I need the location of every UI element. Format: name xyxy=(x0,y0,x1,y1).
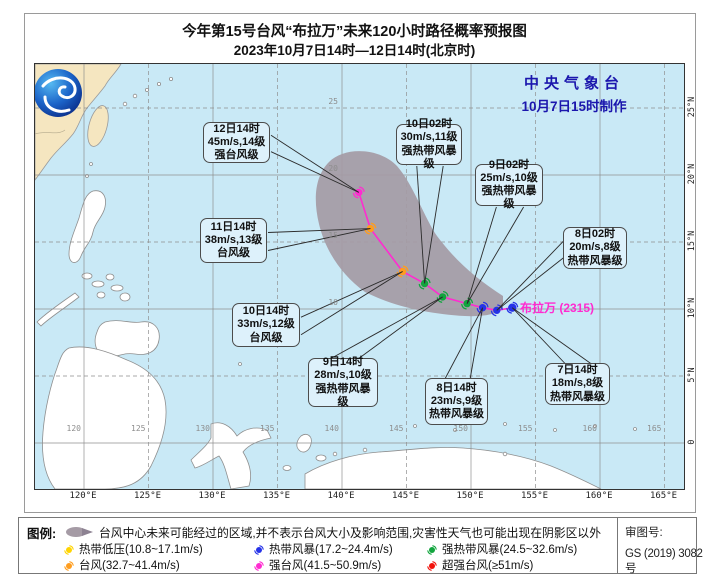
legend-item-label: 台风(32.7~41.4m/s) xyxy=(79,560,180,572)
lon-tick-label: 120°E xyxy=(69,491,97,501)
lat-tick-label: 25°N xyxy=(687,96,697,118)
lon-tick-label: 150°E xyxy=(456,491,484,501)
lat-tick-label: 5°N xyxy=(687,367,697,383)
lon-tick-label: 140°E xyxy=(327,491,355,501)
longitude-axis: 120°E 125°E 130°E 135°E 140°E 145°E 150°E 155°E… xyxy=(34,489,683,504)
legend-item-label: 热带风暴(17.2~24.4m/s) xyxy=(269,544,393,556)
lat-tick-label: 10°N xyxy=(687,297,697,319)
page-subtitle: 2023年10月7日14时—12日14时(北京时) xyxy=(233,43,476,58)
leader-line xyxy=(512,307,592,365)
forecast-map xyxy=(34,63,685,490)
typhoon-marker-icon xyxy=(64,561,74,571)
lat-tick-label: 15°N xyxy=(687,230,697,252)
land-foreign xyxy=(36,76,637,489)
legend-item: 强台风(41.5~50.9m/s) xyxy=(253,557,381,572)
legend-item: 热带低压(10.8~17.1m/s) xyxy=(63,541,203,556)
lon-tick-label: 130°E xyxy=(198,491,226,501)
leader-line xyxy=(444,307,483,380)
legend-item: 超强台风(≥51m/s) xyxy=(426,557,533,572)
leader-line xyxy=(511,307,566,365)
map-canvas xyxy=(35,64,684,489)
lat-tick-label: 0 xyxy=(687,439,697,445)
typhoon-marker-icon xyxy=(427,545,437,555)
typhoon-marker-icon xyxy=(427,561,437,571)
track-point-10日14时 xyxy=(396,265,409,278)
legend-divider xyxy=(617,518,618,573)
typhoon-marker-icon xyxy=(64,545,74,555)
lon-tick-label: 125°E xyxy=(133,491,162,501)
leader-line xyxy=(496,240,565,311)
lon-tick-label: 145°E xyxy=(391,491,420,501)
typhoon-marker-icon xyxy=(254,545,264,555)
legend-title: 图例: xyxy=(27,527,57,541)
map-review-number: 审图号: GS (2019) 3082号 xyxy=(625,524,709,576)
leader-line xyxy=(424,165,444,284)
legend-item: 强热带风暴(24.5~32.6m/s) xyxy=(426,541,577,556)
legend-item-label: 强热带风暴(24.5~32.6m/s) xyxy=(442,544,578,556)
taiwan-island xyxy=(87,105,109,147)
review-value: GS (2019) 3082号 xyxy=(625,548,703,575)
leader-line xyxy=(329,296,443,360)
leader-line xyxy=(466,206,524,304)
lon-tick-label: 155°E xyxy=(520,491,549,501)
lon-tick-label: 165°E xyxy=(649,491,678,501)
legend-item: 热带风暴(17.2~24.4m/s) xyxy=(253,541,393,556)
leader-line xyxy=(300,271,403,318)
leader-line xyxy=(466,206,497,304)
leader-line xyxy=(496,257,565,311)
page-title: 今年第15号台风“布拉万”未来120小时路径概率预报图 xyxy=(182,24,527,40)
legend-item-label: 超强台风(≥51m/s) xyxy=(442,560,534,572)
typhoon-marker-icon xyxy=(254,561,264,571)
leader-line xyxy=(357,296,443,360)
lat-tick-label: 20°N xyxy=(687,163,697,185)
lon-tick-label: 160°E xyxy=(585,491,613,501)
latitude-axis: 25°N 20°N 15°N 10°N 5°N 0 xyxy=(683,63,701,488)
leader-line xyxy=(270,151,359,193)
leader-line xyxy=(469,307,484,380)
probability-cone xyxy=(315,151,503,317)
leader-line xyxy=(267,228,371,251)
leader-line xyxy=(267,228,371,233)
leader-line xyxy=(270,134,360,193)
lon-tick-label: 135°E xyxy=(262,491,291,501)
leader-line xyxy=(416,165,426,284)
review-label: 审图号: xyxy=(625,527,663,539)
leader-line xyxy=(300,271,403,336)
cma-logo xyxy=(35,69,82,117)
legend-item-label: 强台风(41.5~50.9m/s) xyxy=(269,560,382,572)
legend-item: 台风(32.7~41.4m/s) xyxy=(63,557,180,572)
legend: 图例: 台风中心未来可能经过的区域,并不表示台风大小及影响范围,灾害性天气也可能… xyxy=(18,517,703,575)
legend-item-label: 热带低压(10.8~17.1m/s) xyxy=(79,544,203,556)
callout-leader-lines xyxy=(267,134,592,380)
cone-description: 台风中心未来可能经过的区域,并不表示台风大小及影响范围,灾害性天气也可能出现在阴… xyxy=(99,526,602,540)
cone-icon xyxy=(66,527,93,537)
